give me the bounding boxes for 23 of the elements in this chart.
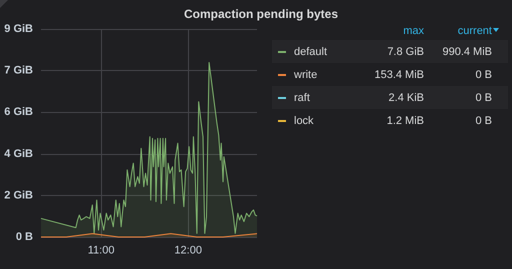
- text: 0 B: [474, 92, 492, 104]
- legend-label: lock: [294, 114, 315, 126]
- text: max: [402, 25, 424, 37]
- text: 2.4 KiB: [388, 92, 424, 104]
- x-tick-label: 12:00: [174, 244, 202, 256]
- legend-label: default: [294, 46, 328, 58]
- text: 153.4 MiB: [373, 68, 424, 80]
- text: 0 B: [474, 114, 492, 126]
- text: 1.2 MiB: [386, 114, 424, 126]
- legend-label: write: [294, 68, 318, 80]
- text: current: [456, 25, 492, 37]
- chart-title: Compaction pending bytes: [184, 7, 338, 21]
- text: 990.4 MiB: [441, 46, 492, 58]
- text: 7.8 GiB: [386, 46, 424, 58]
- y-tick-label: 6 GiB: [4, 106, 34, 118]
- y-tick-label: 4 GiB: [4, 148, 34, 160]
- text: 0 B: [474, 68, 492, 80]
- y-tick-label: 9 GiB: [4, 23, 34, 35]
- legend-label: raft: [294, 92, 311, 104]
- y-tick-label: 2 GiB: [4, 189, 34, 202]
- y-tick-label: 0 B: [16, 231, 34, 243]
- y-tick-label: 7 GiB: [4, 64, 34, 77]
- x-tick-label: 11:00: [88, 244, 114, 256]
